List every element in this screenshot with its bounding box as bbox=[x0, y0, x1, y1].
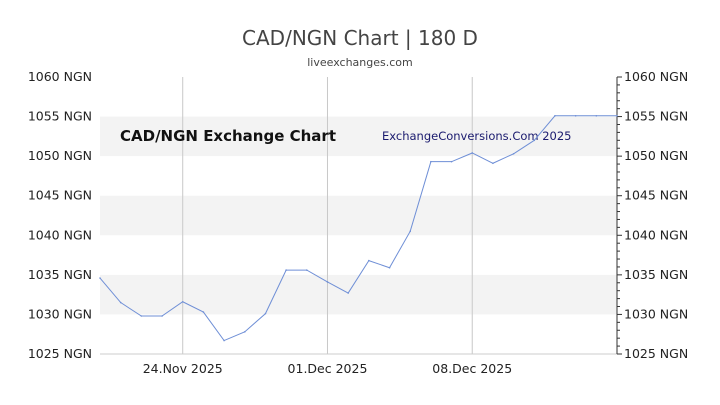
data-point bbox=[554, 114, 556, 117]
data-point bbox=[492, 162, 494, 165]
data-point bbox=[161, 315, 163, 317]
chart-title: CAD/NGN Chart | 180 D bbox=[242, 26, 478, 50]
y-tick-label-left: 1040 NGN bbox=[28, 227, 92, 242]
y-tick-label-left: 1060 NGN bbox=[28, 69, 92, 84]
data-point bbox=[306, 269, 308, 271]
chart-subtitle: liveexchanges.com bbox=[307, 56, 413, 69]
y-tick-label-right: 1035 NGN bbox=[624, 267, 688, 282]
y-tick-label-left: 1045 NGN bbox=[28, 188, 92, 203]
data-point bbox=[533, 139, 536, 142]
data-point bbox=[243, 331, 246, 333]
data-point bbox=[264, 312, 267, 315]
y-tick-label-right: 1040 NGN bbox=[624, 227, 688, 242]
series-line bbox=[99, 115, 617, 342]
data-point bbox=[99, 277, 101, 279]
y-tick-label-left: 1025 NGN bbox=[28, 346, 92, 361]
y-tick-label-right: 1045 NGN bbox=[624, 188, 688, 203]
grid-band bbox=[100, 195, 617, 236]
data-point bbox=[223, 339, 225, 342]
x-tick-label: 08.Dec 2025 bbox=[432, 361, 512, 376]
data-point bbox=[368, 259, 370, 262]
data-point bbox=[595, 114, 598, 117]
grid-band bbox=[100, 116, 617, 157]
data-point bbox=[616, 114, 618, 117]
y-tick-label-left: 1050 NGN bbox=[28, 148, 92, 163]
x-tick-label: 24.Nov 2025 bbox=[143, 361, 223, 376]
data-point bbox=[430, 160, 432, 163]
data-point bbox=[512, 152, 515, 155]
data-point bbox=[140, 315, 143, 317]
y-tick-label-right: 1060 NGN bbox=[624, 69, 688, 84]
grid-band bbox=[100, 274, 617, 315]
data-point bbox=[388, 266, 391, 269]
data-point bbox=[119, 301, 122, 304]
data-point bbox=[347, 292, 349, 294]
y-tick-label-left: 1035 NGN bbox=[28, 267, 92, 282]
data-point bbox=[409, 230, 412, 233]
y-tick-label-right: 1055 NGN bbox=[624, 109, 688, 124]
data-point bbox=[326, 281, 329, 283]
data-point bbox=[181, 300, 184, 303]
y-tick-label-right: 1025 NGN bbox=[624, 346, 688, 361]
watermark-right: ExchangeConversions.Com 2025 bbox=[382, 129, 572, 143]
data-point bbox=[450, 160, 453, 163]
y-tick-label-right: 1050 NGN bbox=[624, 148, 688, 163]
data-point bbox=[471, 152, 474, 154]
data-point bbox=[574, 114, 577, 117]
data-point bbox=[285, 269, 287, 271]
data-point bbox=[202, 311, 205, 313]
watermark-left: CAD/NGN Exchange Chart bbox=[120, 127, 336, 145]
y-tick-label-right: 1030 NGN bbox=[624, 306, 688, 321]
x-tick-label: 01.Dec 2025 bbox=[288, 361, 368, 376]
y-tick-label-left: 1030 NGN bbox=[28, 306, 92, 321]
y-tick-label-left: 1055 NGN bbox=[28, 109, 92, 124]
